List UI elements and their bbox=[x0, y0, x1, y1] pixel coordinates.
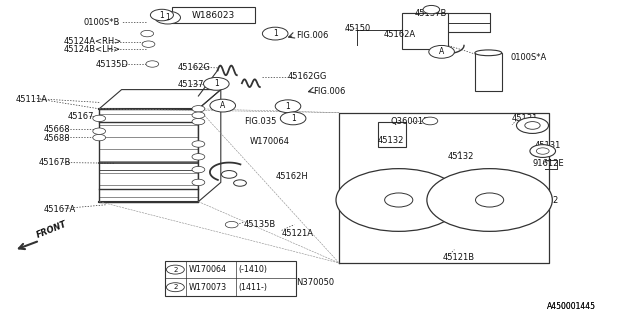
Text: 45162GG: 45162GG bbox=[288, 72, 328, 81]
Text: 0100S*A: 0100S*A bbox=[511, 53, 547, 62]
Text: FIG.006: FIG.006 bbox=[314, 87, 346, 96]
Text: 1: 1 bbox=[159, 11, 164, 20]
Text: 1: 1 bbox=[291, 114, 296, 123]
Text: A450001445: A450001445 bbox=[547, 302, 596, 311]
Circle shape bbox=[142, 41, 155, 47]
Circle shape bbox=[141, 30, 154, 37]
Circle shape bbox=[422, 117, 438, 125]
Text: A450001445: A450001445 bbox=[547, 302, 596, 311]
Text: 45111A: 45111A bbox=[16, 95, 48, 104]
Text: FIG.006: FIG.006 bbox=[296, 31, 328, 40]
Circle shape bbox=[536, 148, 549, 154]
Bar bbox=[378, 122, 406, 147]
Text: N370050: N370050 bbox=[296, 278, 334, 287]
Text: Q020008: Q020008 bbox=[384, 172, 422, 181]
Text: 1: 1 bbox=[165, 13, 170, 22]
Text: 45167A: 45167A bbox=[44, 205, 76, 214]
Text: 45122: 45122 bbox=[532, 196, 559, 204]
Text: A: A bbox=[439, 47, 444, 56]
Text: 45135B: 45135B bbox=[243, 220, 275, 229]
Circle shape bbox=[192, 118, 205, 125]
Text: Q360013: Q360013 bbox=[390, 117, 429, 126]
Text: 45162A: 45162A bbox=[384, 30, 416, 39]
Text: 45124A<RH>: 45124A<RH> bbox=[64, 37, 122, 46]
Circle shape bbox=[525, 122, 540, 129]
Bar bbox=[475, 53, 502, 91]
Circle shape bbox=[192, 112, 205, 118]
Text: W170064: W170064 bbox=[250, 137, 290, 146]
Circle shape bbox=[192, 106, 205, 112]
Text: FRONT: FRONT bbox=[35, 219, 68, 239]
Circle shape bbox=[155, 11, 180, 24]
Circle shape bbox=[192, 179, 205, 186]
Text: W170073: W170073 bbox=[189, 283, 227, 292]
Bar bbox=[172, 7, 255, 23]
Circle shape bbox=[516, 117, 548, 133]
Text: 45167B: 45167B bbox=[38, 158, 71, 167]
Circle shape bbox=[204, 77, 229, 90]
Bar bbox=[165, 261, 296, 296]
Circle shape bbox=[476, 193, 504, 207]
Circle shape bbox=[210, 81, 223, 87]
Circle shape bbox=[166, 283, 184, 292]
Circle shape bbox=[192, 154, 205, 160]
Circle shape bbox=[423, 5, 440, 14]
Ellipse shape bbox=[475, 50, 502, 56]
Circle shape bbox=[192, 166, 205, 173]
Text: 45135D: 45135D bbox=[96, 60, 129, 68]
Text: 45131: 45131 bbox=[512, 114, 538, 123]
Text: 1: 1 bbox=[273, 29, 278, 38]
Text: 45121B: 45121B bbox=[443, 253, 475, 262]
Circle shape bbox=[146, 61, 159, 67]
Text: 45137B: 45137B bbox=[415, 9, 447, 18]
Circle shape bbox=[280, 112, 306, 125]
Circle shape bbox=[93, 115, 106, 122]
Bar bbox=[402, 13, 448, 49]
Text: FIG.035: FIG.035 bbox=[244, 117, 277, 126]
Circle shape bbox=[234, 180, 246, 186]
Text: 45121A: 45121A bbox=[282, 229, 314, 238]
Circle shape bbox=[275, 100, 301, 113]
Circle shape bbox=[150, 9, 173, 21]
Circle shape bbox=[530, 145, 556, 157]
Text: 45162H: 45162H bbox=[275, 172, 308, 180]
Circle shape bbox=[93, 128, 106, 134]
Text: 45688: 45688 bbox=[44, 134, 70, 143]
Text: 45162G: 45162G bbox=[178, 63, 211, 72]
Text: W170064: W170064 bbox=[189, 265, 227, 274]
Text: (-1410): (-1410) bbox=[238, 265, 267, 274]
Text: 1: 1 bbox=[214, 79, 219, 88]
Circle shape bbox=[221, 171, 237, 178]
Text: 45137: 45137 bbox=[178, 80, 204, 89]
Text: 91612E: 91612E bbox=[532, 159, 564, 168]
Text: 45131: 45131 bbox=[534, 141, 561, 150]
Circle shape bbox=[210, 99, 236, 112]
Text: 45668: 45668 bbox=[44, 125, 70, 134]
Circle shape bbox=[385, 193, 413, 207]
Circle shape bbox=[429, 45, 454, 58]
Circle shape bbox=[262, 27, 288, 40]
Text: 0100S*B: 0100S*B bbox=[83, 18, 120, 27]
Text: 45150: 45150 bbox=[344, 24, 371, 33]
Text: 45132: 45132 bbox=[378, 136, 404, 145]
Circle shape bbox=[166, 265, 184, 274]
Circle shape bbox=[225, 221, 238, 228]
Text: W186023: W186023 bbox=[191, 11, 235, 20]
Text: (1411-): (1411-) bbox=[238, 283, 267, 292]
Text: W186023: W186023 bbox=[186, 13, 229, 22]
Text: A: A bbox=[220, 101, 225, 110]
Text: 1: 1 bbox=[285, 102, 291, 111]
Text: 45167: 45167 bbox=[67, 112, 93, 121]
Text: 2: 2 bbox=[173, 284, 177, 290]
Circle shape bbox=[427, 169, 552, 231]
Text: 45132: 45132 bbox=[448, 152, 474, 161]
Circle shape bbox=[93, 134, 106, 141]
Circle shape bbox=[336, 169, 461, 231]
Text: 2: 2 bbox=[173, 267, 177, 273]
Text: 45124B<LH>: 45124B<LH> bbox=[64, 45, 121, 54]
Circle shape bbox=[192, 141, 205, 147]
